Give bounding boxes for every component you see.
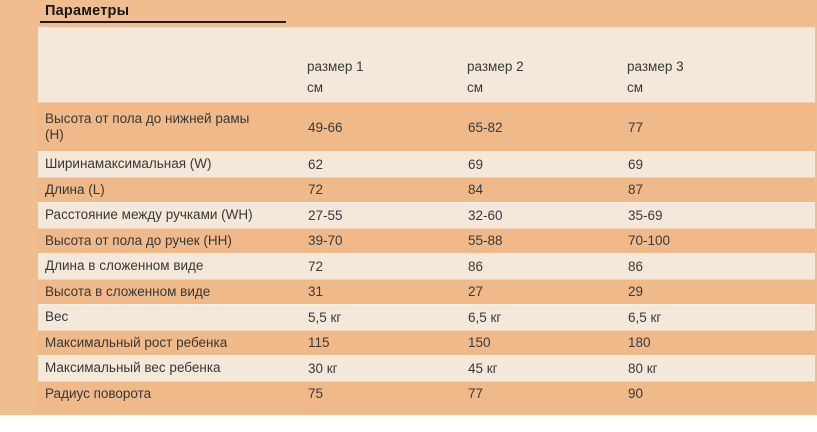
row-value: 27 — [468, 284, 484, 300]
row-value: 80 кг — [628, 360, 658, 376]
table-header-row: размер 1 см размер 2 см размер 3 см — [38, 27, 815, 102]
row-value: 27-55 — [308, 207, 343, 223]
row-value: 45 кг — [468, 360, 498, 376]
row-label: Радиус поворота — [45, 385, 152, 401]
row-value: 62 — [308, 156, 324, 172]
row-value: 84 — [468, 182, 484, 198]
table-row: Длина (L) 72 84 87 — [38, 176, 815, 202]
table-row: Высота от пола до нижней рамы (H) 49-66 … — [38, 102, 815, 151]
table-bottom-spacer — [38, 406, 815, 414]
header-cell-size-1: размер 1 см — [307, 56, 467, 102]
row-value: 55-88 — [468, 233, 503, 249]
row-label: Высота от пола до нижней рамы (H) — [45, 111, 250, 142]
table-row: Вес 5,5 кг 6,5 кг 6,5 кг — [38, 304, 815, 330]
row-label: Расстояние между ручками (WH) — [45, 207, 253, 223]
table-row: Ширинамаксимальная (W) 62 69 69 — [38, 151, 815, 177]
row-value: 69 — [628, 156, 644, 172]
row-value: 30 кг — [308, 360, 338, 376]
row-value: 115 — [308, 335, 330, 351]
size-2-label: размер 2 — [467, 59, 524, 74]
row-value: 35-69 — [628, 207, 663, 223]
row-value: 65-82 — [468, 119, 503, 135]
row-value: 77 — [628, 119, 644, 135]
row-value: 72 — [308, 182, 324, 198]
section-title: Параметры — [45, 3, 130, 19]
row-value: 75 — [308, 386, 324, 402]
header-cell-empty — [38, 98, 307, 102]
row-value: 69 — [468, 156, 484, 172]
row-label: Длина в сложенном виде — [45, 258, 204, 274]
header-cell-size-2: размер 2 см — [467, 56, 627, 102]
row-value: 77 — [468, 386, 484, 402]
row-value: 90 — [628, 386, 644, 402]
table-row: Расстояние между ручками (WH) 27-55 32-6… — [38, 202, 815, 228]
row-value: 32-60 — [468, 207, 503, 223]
row-value: 87 — [628, 182, 644, 198]
row-value: 6,5 кг — [628, 309, 662, 325]
row-label: Вес — [45, 309, 69, 325]
table-row: Максимальный вес ребенка 30 кг 45 кг 80 … — [38, 355, 815, 381]
row-value: 31 — [308, 284, 324, 300]
table-row: Высота от пола до ручек (HH) 39-70 55-88… — [38, 227, 815, 253]
size-1-unit: см — [307, 80, 324, 95]
table-body: Высота от пола до нижней рамы (H) 49-66 … — [38, 102, 815, 406]
row-value: 70-100 — [628, 233, 671, 249]
row-value: 180 — [628, 335, 651, 351]
row-label: Максимальный рост ребенка — [45, 334, 228, 350]
size-2-unit: см — [467, 80, 484, 95]
size-3-label: размер 3 — [627, 59, 684, 74]
size-1-label: размер 1 — [307, 59, 364, 74]
row-value: 5,5 кг — [308, 309, 342, 325]
table-row: Высота в сложенном виде 31 27 29 — [38, 278, 815, 304]
size-3-unit: см — [627, 80, 644, 95]
row-label: Максимальный вес ребенка — [45, 360, 221, 376]
title-underline — [40, 21, 286, 23]
row-label: Длина (L) — [45, 181, 105, 197]
parameters-table: размер 1 см размер 2 см размер 3 см Высо… — [38, 27, 815, 415]
row-label: Высота в сложенном виде — [45, 283, 211, 299]
row-value: 86 — [468, 258, 484, 274]
row-value: 29 — [628, 284, 644, 300]
table-row: Радиус поворота 75 77 90 — [38, 380, 815, 406]
row-value: 86 — [628, 258, 644, 274]
row-value: 39-70 — [308, 233, 343, 249]
table-row: Максимальный рост ребенка 115 150 180 — [38, 329, 815, 355]
row-value: 6,5 кг — [468, 309, 502, 325]
row-label: Ширинамаксимальная (W) — [45, 156, 212, 172]
row-value: 150 — [468, 335, 491, 351]
row-value: 49-66 — [308, 119, 343, 135]
header-cell-size-3: размер 3 см — [627, 56, 815, 102]
row-label: Высота от пола до ручек (HH) — [45, 232, 232, 248]
row-value: 72 — [308, 258, 324, 274]
table-row: Длина в сложенном виде 72 86 86 — [38, 253, 815, 279]
